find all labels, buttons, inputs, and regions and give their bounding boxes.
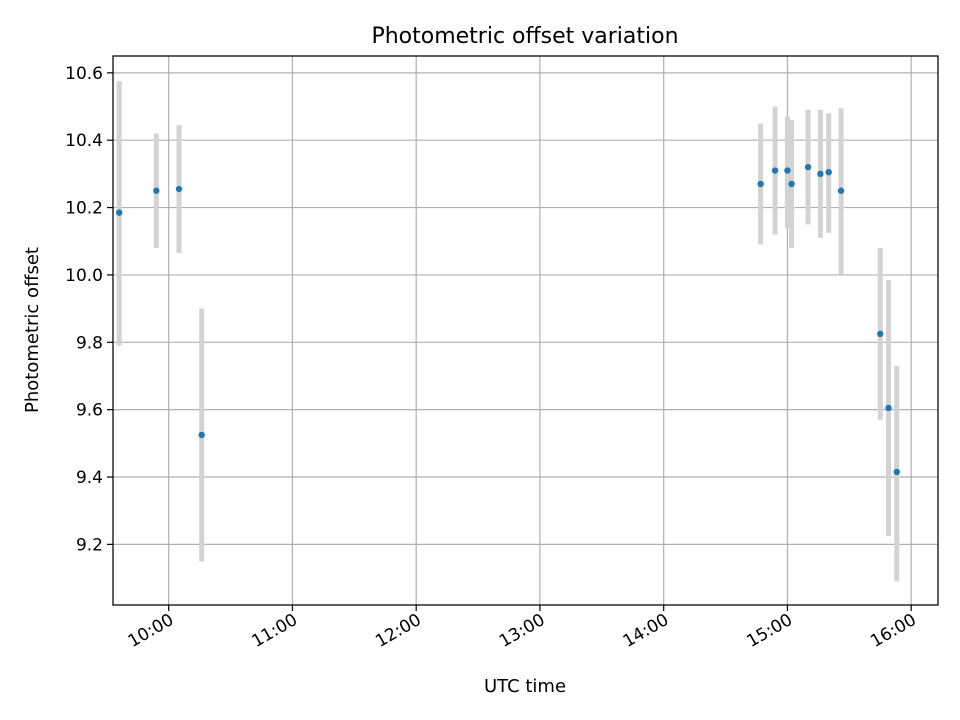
y-tick-label: 9.2 [76,535,103,555]
data-point [771,167,779,174]
x-axis-label: UTC time [484,676,566,697]
y-tick-label: 10.4 [65,131,103,151]
data-point [825,168,832,176]
plot-frame [112,55,939,606]
y-tick-label: 10.6 [65,64,103,84]
y-tick-label: 10.0 [65,266,103,286]
data-point [877,330,884,338]
data-point [757,180,764,188]
data-point [175,185,183,193]
data-point [893,468,900,476]
data-point [788,180,795,188]
data-point [115,209,123,216]
y-tick-label: 9.4 [76,468,103,488]
y-tick-label: 9.6 [76,401,103,421]
data-point [784,167,791,174]
data-point [817,170,824,178]
data-points [115,163,900,476]
y-axis-ticks: 9.2 9.4 9.6 9.8 10.0 10.2 10.4 10.6 [65,64,113,555]
chart-title: Photometric offset variation [371,24,678,49]
y-tick-label: 9.8 [76,333,103,353]
data-point [198,431,205,439]
data-point [885,404,892,412]
data-point [837,187,845,194]
y-axis-label: Photometric offset [22,247,43,413]
data-point [153,187,160,194]
y-tick-label: 10.2 [65,199,103,219]
data-point [804,163,812,171]
